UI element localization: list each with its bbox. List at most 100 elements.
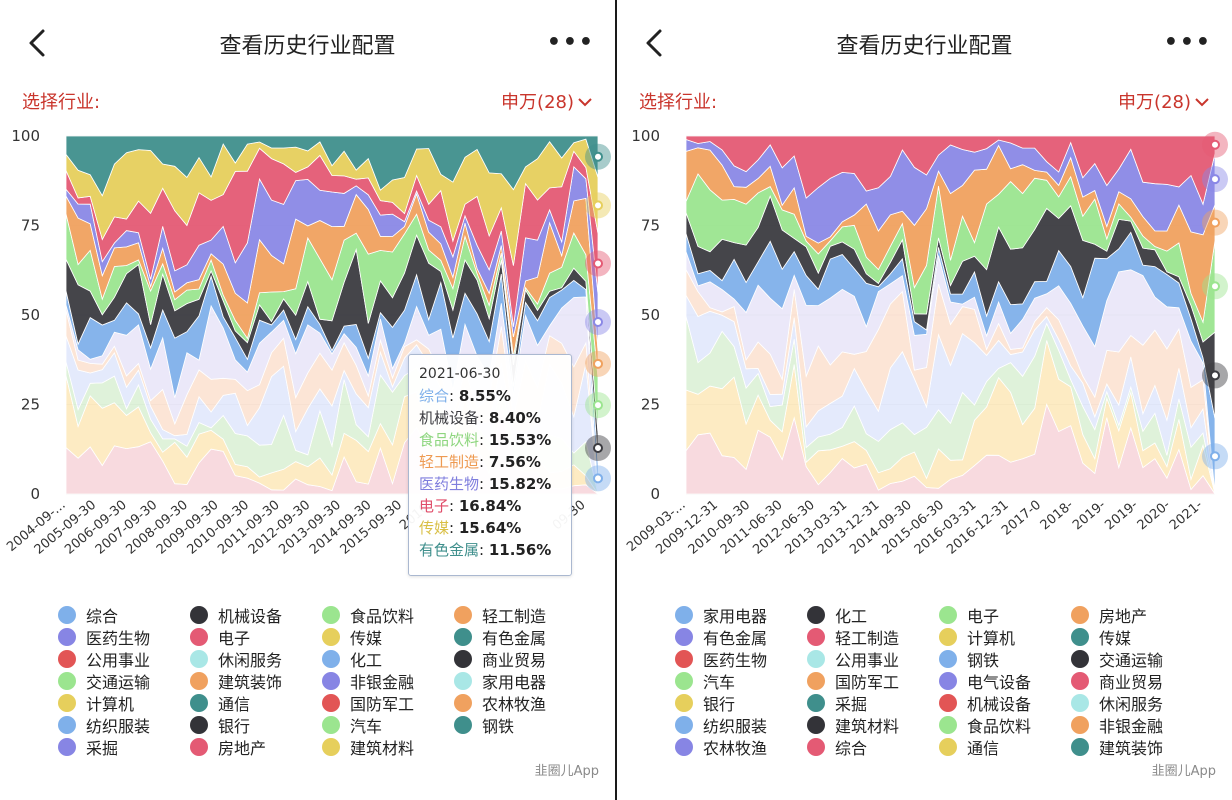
legend-item[interactable]: 计算机 [58, 692, 190, 714]
area-series-有色金属[interactable] [65, 135, 599, 197]
x-tick-label: 2019- [1070, 497, 1109, 533]
legend-item[interactable]: 休闲服务 [1071, 692, 1203, 714]
legend-item[interactable]: 化工 [322, 648, 454, 670]
legend-item[interactable]: 房地产 [1071, 604, 1203, 626]
legend-item[interactable]: 建筑装饰 [190, 670, 322, 692]
legend-item[interactable]: 纺织服装 [675, 714, 807, 736]
legend-item[interactable]: 建筑材料 [322, 736, 454, 758]
legend-item[interactable]: 家用电器 [675, 604, 807, 626]
legend-item[interactable]: 钢铁 [939, 648, 1071, 670]
legend-label: 采掘 [835, 694, 868, 714]
series-end-point [1210, 370, 1220, 381]
legend-item[interactable]: 国防军工 [322, 692, 454, 714]
legend-dot-icon [322, 649, 340, 668]
legend-item[interactable]: 纺织服装 [58, 714, 190, 736]
legend-item[interactable]: 化工 [807, 604, 939, 626]
legend-item[interactable]: 有色金属 [675, 626, 807, 648]
industry-classification-dropdown[interactable]: 申万(28) [1118, 88, 1210, 114]
legend-item[interactable]: 银行 [190, 714, 322, 736]
more-options-icon[interactable]: ••• [1163, 30, 1212, 55]
legend-label: 电气设备 [967, 672, 1032, 692]
legend-item[interactable]: 国防军工 [807, 670, 939, 692]
legend-item[interactable]: 传媒 [1071, 626, 1203, 648]
x-tick-label: 2020- [1135, 497, 1174, 533]
legend-item[interactable]: 休闲服务 [190, 648, 322, 670]
y-tick-label: 100 [631, 127, 660, 145]
chart-legend: 综合 机械设备 食品饮料 轻工制造医药生物 电子 传媒 有色金属公用事业 休闲服务 化工 商业贸易… [58, 604, 598, 758]
legend-dot-icon [1071, 737, 1089, 756]
legend-item[interactable]: 食品饮料 [939, 714, 1071, 736]
more-options-icon[interactable]: ••• [546, 30, 595, 55]
legend-item[interactable]: 公用事业 [58, 648, 190, 670]
legend-item[interactable]: 建筑材料 [807, 714, 939, 736]
legend-item[interactable]: 传媒 [322, 626, 454, 648]
legend-label: 传媒 [1099, 628, 1132, 648]
legend-label: 机械设备 [218, 606, 283, 626]
legend-item[interactable]: 轻工制造 [454, 604, 586, 626]
legend-item[interactable]: 轻工制造 [807, 626, 939, 648]
y-tick-label: 25 [21, 396, 40, 414]
legend-item[interactable]: 汽车 [322, 714, 454, 736]
legend-item[interactable]: 有色金属 [454, 626, 586, 648]
legend-item[interactable]: 交通运输 [58, 670, 190, 692]
legend-label: 有色金属 [482, 628, 547, 648]
legend-item[interactable]: 采掘 [58, 736, 190, 758]
legend-dot-icon [1071, 605, 1089, 624]
legend-item[interactable]: 房地产 [190, 736, 322, 758]
legend-label: 银行 [218, 716, 251, 736]
tooltip-row: 机械设备: 8.40% [419, 407, 561, 429]
legend-item[interactable]: 电气设备 [939, 670, 1071, 692]
legend-item[interactable]: 通信 [939, 736, 1071, 758]
legend-item[interactable]: 汽车 [675, 670, 807, 692]
legend-dot-icon [807, 671, 825, 690]
legend-item[interactable]: 机械设备 [190, 604, 322, 626]
legend-item[interactable]: 电子 [939, 604, 1071, 626]
dropdown-value: 申万(28) [1118, 92, 1191, 113]
legend-item[interactable]: 农林牧渔 [454, 692, 586, 714]
legend-dot-icon [1071, 693, 1089, 712]
industry-allocation-area-chart[interactable]: 10075502502009-03-...2009-12-312010-09-3… [617, 118, 1232, 600]
industry-selector-label: 选择行业: [639, 92, 718, 113]
legend-label: 食品饮料 [967, 716, 1032, 736]
legend-item[interactable]: 计算机 [939, 626, 1071, 648]
series-end-point [593, 151, 603, 162]
back-arrow-icon[interactable] [645, 28, 663, 58]
legend-dot-icon [675, 627, 693, 646]
legend-item[interactable]: 机械设备 [939, 692, 1071, 714]
tooltip-series-name: 食品饮料 [419, 431, 480, 449]
legend-item[interactable]: 电子 [190, 626, 322, 648]
tooltip-value: 7.56% [488, 453, 541, 471]
legend-item[interactable]: 商业贸易 [454, 648, 586, 670]
legend-item[interactable]: 非银金融 [322, 670, 454, 692]
industry-classification-dropdown[interactable]: 申万(28) [501, 88, 593, 114]
legend-item[interactable]: 综合 [58, 604, 190, 626]
legend-dot-icon [1071, 715, 1089, 734]
tooltip-separator: : [479, 453, 489, 471]
legend-item[interactable]: 商业贸易 [1071, 670, 1203, 692]
legend-item[interactable]: 建筑装饰 [1071, 736, 1203, 758]
back-arrow-icon[interactable] [28, 28, 46, 58]
legend-item[interactable]: 家用电器 [454, 670, 586, 692]
legend-item[interactable]: 采掘 [807, 692, 939, 714]
legend-label: 建筑装饰 [1099, 738, 1164, 758]
area-series-轻工制造[interactable] [685, 135, 1216, 206]
legend-item[interactable]: 银行 [675, 692, 807, 714]
legend-item[interactable]: 食品饮料 [322, 604, 454, 626]
legend-dot-icon [190, 649, 208, 668]
tooltip-series-name: 电子 [419, 497, 450, 515]
legend-item[interactable]: 非银金融 [1071, 714, 1203, 736]
legend-label: 电子 [967, 606, 1000, 626]
legend-item[interactable]: 通信 [190, 692, 322, 714]
legend-dot-icon [454, 671, 472, 690]
legend-item[interactable]: 医药生物 [58, 626, 190, 648]
legend-item[interactable]: 钢铁 [454, 714, 586, 736]
legend-item[interactable]: 交通运输 [1071, 648, 1203, 670]
legend-item[interactable]: 农林牧渔 [675, 736, 807, 758]
legend-item[interactable]: 公用事业 [807, 648, 939, 670]
legend-label: 综合 [86, 606, 119, 626]
industry-selector-label: 选择行业: [22, 92, 101, 113]
legend-item[interactable]: 综合 [807, 736, 939, 758]
tooltip-separator: : [479, 475, 489, 493]
legend-item[interactable]: 医药生物 [675, 648, 807, 670]
tooltip-value: 15.53% [488, 431, 552, 449]
